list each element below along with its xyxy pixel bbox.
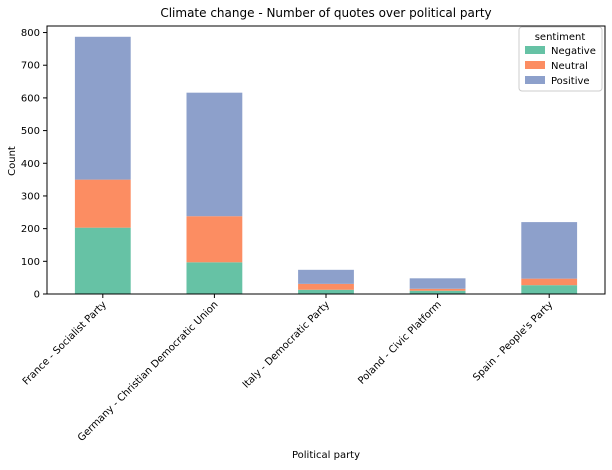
- bar-neutral-4: [409, 288, 466, 291]
- y-tick-label: 800: [21, 28, 40, 39]
- bar-neutral-5: [521, 278, 578, 286]
- plot-area: [74, 36, 578, 294]
- bar-neutral-2: [186, 216, 243, 263]
- legend-label-negative: Negative: [551, 46, 596, 57]
- bar-positive-1: [74, 36, 131, 180]
- y-tick-label: 100: [21, 257, 40, 268]
- bar-positive-5: [521, 222, 578, 279]
- chart-title: Climate change - Number of quotes over p…: [160, 6, 491, 20]
- bar-neutral-1: [74, 179, 131, 228]
- legend-swatch-positive: [525, 76, 545, 84]
- bar-negative-2: [186, 262, 243, 294]
- legend-label-neutral: Neutral: [551, 61, 588, 72]
- y-tick-label: 700: [21, 61, 40, 72]
- bar-negative-5: [521, 285, 578, 294]
- bar-negative-4: [409, 290, 466, 294]
- bar-neutral-3: [298, 283, 354, 290]
- legend-box: [518, 26, 603, 92]
- y-tick-label: 0: [34, 290, 40, 301]
- legend-entries: Negative Neutral Positive: [525, 46, 596, 87]
- y-axis-title: Count: [7, 146, 18, 176]
- legend: sentiment Negative Neutral Positive: [518, 26, 603, 92]
- y-tick-label: 400: [21, 159, 40, 170]
- y-tick-label: 600: [21, 93, 40, 104]
- bar-negative-1: [74, 227, 131, 294]
- y-tick-label: 300: [21, 191, 40, 202]
- bar-negative-3: [298, 289, 354, 294]
- y-axis: 0 100 200 300 400 500 600 700 800: [21, 28, 47, 301]
- bar-positive-2: [186, 92, 243, 217]
- y-tick-label: 200: [21, 224, 40, 235]
- x-axis-title: Political party: [292, 450, 360, 461]
- legend-label-positive: Positive: [551, 76, 590, 87]
- legend-swatch-negative: [525, 46, 545, 54]
- bar-positive-4: [409, 278, 466, 289]
- bar-positive-3: [298, 269, 354, 284]
- legend-title: sentiment: [535, 32, 586, 43]
- y-tick-label: 500: [21, 126, 40, 137]
- legend-swatch-neutral: [525, 61, 545, 69]
